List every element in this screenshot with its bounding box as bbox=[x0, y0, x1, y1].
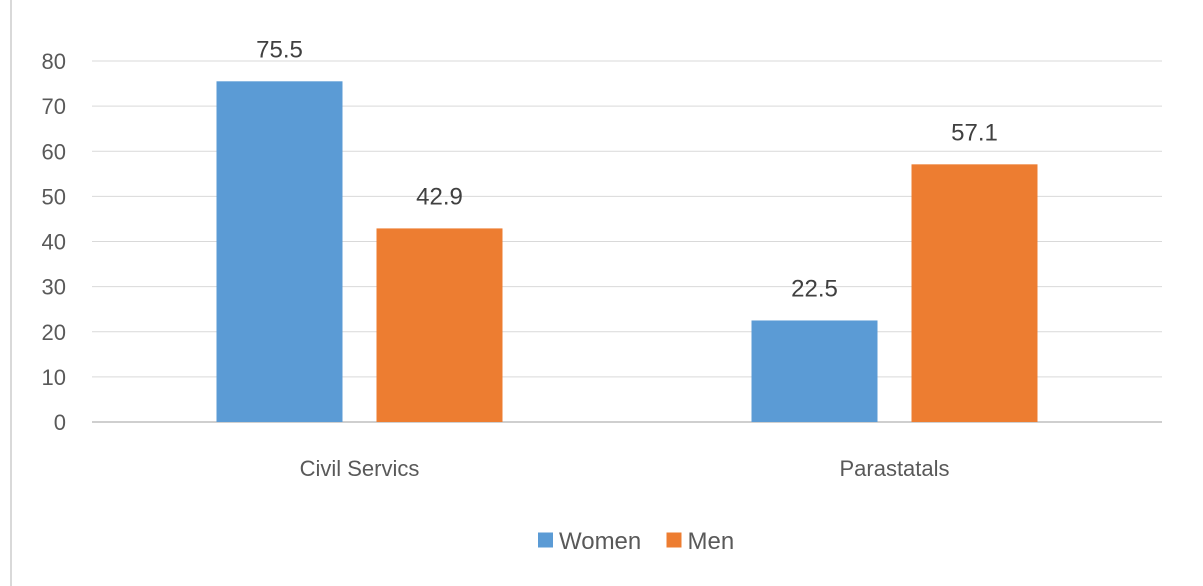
bar-women-0 bbox=[216, 81, 343, 423]
legend-label-women: Women bbox=[559, 528, 641, 555]
data-label: 75.5 bbox=[256, 36, 303, 63]
bar-men-0 bbox=[376, 228, 503, 422]
y-tick-label: 40 bbox=[42, 230, 66, 255]
legend-label-men: Men bbox=[688, 528, 735, 555]
chart-frame-border bbox=[10, 0, 12, 586]
data-label: 42.9 bbox=[416, 183, 463, 210]
y-tick-label: 20 bbox=[42, 320, 66, 345]
x-axis-categories: Civil Servics Parastatals bbox=[300, 456, 950, 481]
data-label: 57.1 bbox=[951, 119, 998, 146]
y-axis-ticks: 0 10 20 30 40 50 60 70 80 bbox=[42, 49, 66, 435]
bars bbox=[216, 81, 1038, 423]
legend-swatch-women bbox=[538, 532, 553, 548]
y-tick-label: 30 bbox=[42, 275, 66, 300]
data-labels: 75.5 42.9 22.5 57.1 bbox=[256, 36, 998, 302]
legend-swatch-men bbox=[666, 532, 682, 548]
bar-men-1 bbox=[911, 164, 1038, 422]
category-label: Civil Servics bbox=[300, 456, 420, 481]
y-tick-label: 50 bbox=[42, 184, 66, 209]
legend: Women Men bbox=[538, 528, 734, 555]
bar-women-1 bbox=[751, 320, 878, 422]
category-label: Parastatals bbox=[839, 456, 949, 481]
y-tick-label: 70 bbox=[42, 94, 66, 119]
y-tick-label: 60 bbox=[42, 139, 66, 164]
y-tick-label: 0 bbox=[54, 410, 66, 435]
y-tick-label: 10 bbox=[42, 365, 66, 390]
data-label: 22.5 bbox=[791, 275, 838, 302]
y-tick-label: 80 bbox=[42, 49, 66, 74]
